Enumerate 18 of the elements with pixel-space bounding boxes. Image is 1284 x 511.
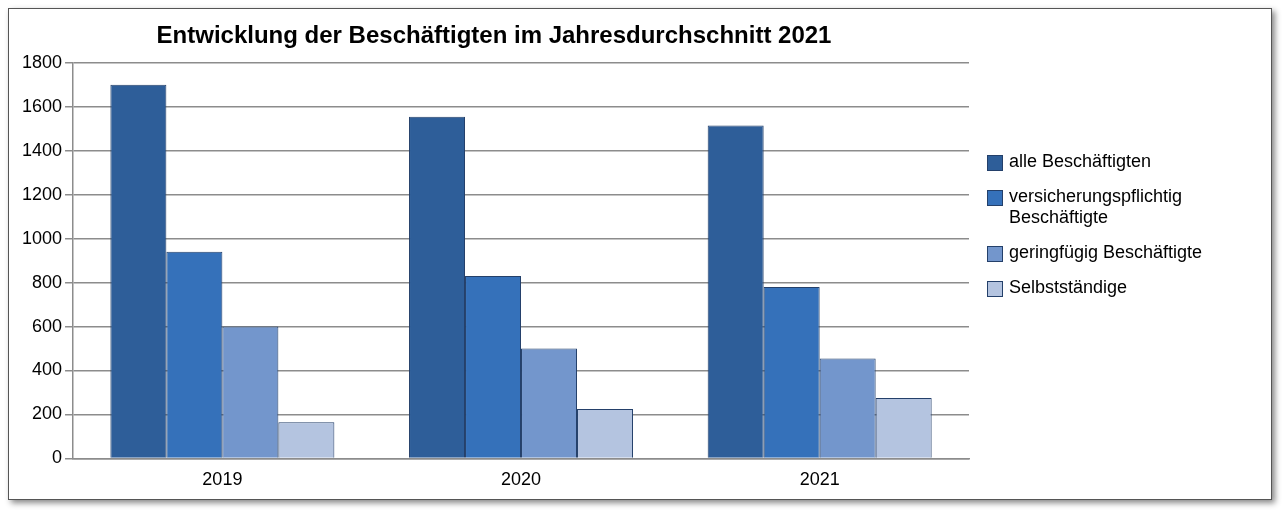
legend-label: Selbstständige [1009, 276, 1128, 298]
legend-label: geringfügig Beschäftigte [1009, 241, 1203, 263]
y-tick-label: 1000 [22, 227, 63, 248]
y-tick-label: 0 [52, 447, 63, 468]
chart-title: Entwicklung der Beschäftigten im Jahresdurchschnitt 2021 [156, 21, 832, 49]
x-tick-label: 2019 [202, 469, 243, 490]
legend-label: alle Beschäftigten [1009, 150, 1152, 172]
y-tick-label: 1200 [22, 183, 63, 204]
y-tick-label: 400 [32, 359, 63, 380]
y-tick-label: 800 [32, 271, 63, 292]
y-tick-label: 1600 [22, 95, 63, 116]
y-tick-label: 1800 [22, 51, 63, 72]
y-tick-label: 600 [32, 315, 63, 336]
x-tick-label: 2021 [799, 469, 840, 490]
y-tick-label: 1400 [22, 139, 63, 160]
legend-label: versicherungspflichtig Beschäftigte [1009, 185, 1184, 228]
x-tick-label: 2020 [501, 469, 542, 490]
y-tick-label: 200 [32, 403, 63, 424]
